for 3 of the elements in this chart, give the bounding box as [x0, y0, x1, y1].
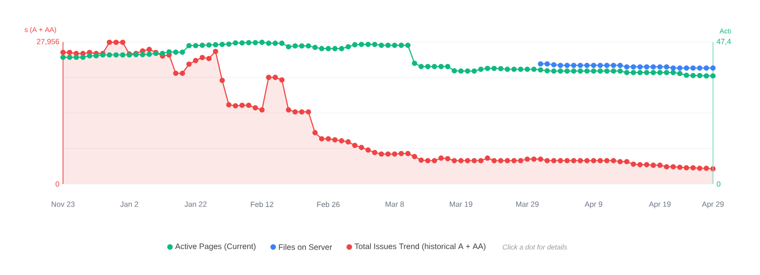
legend-label: Total Issues Trend (historical A + AA): [354, 243, 486, 251]
legend-label: Files on Server: [278, 244, 332, 250]
legend-label: Active Pages (Current): [175, 243, 256, 251]
